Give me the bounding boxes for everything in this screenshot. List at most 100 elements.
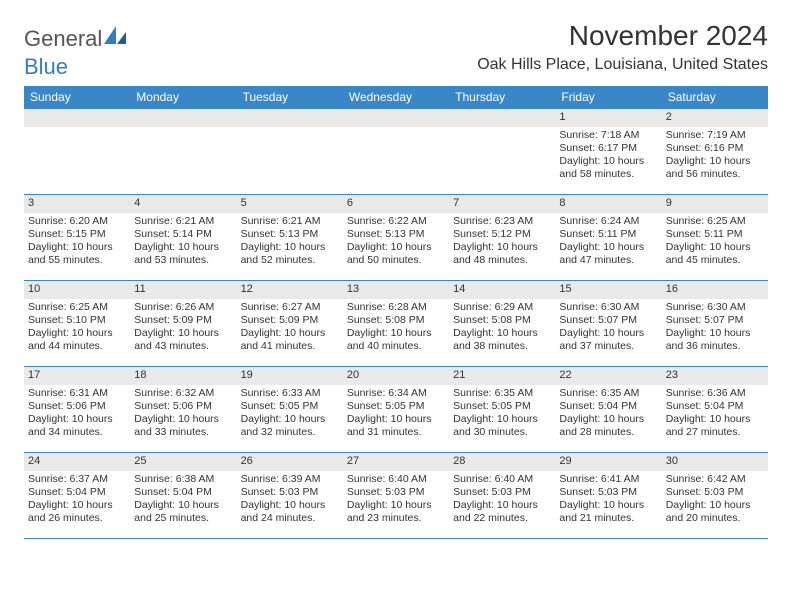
sunset-line: Sunset: 5:03 PM [453, 486, 551, 499]
calendar-cell: 24Sunrise: 6:37 AMSunset: 5:04 PMDayligh… [24, 453, 130, 539]
weekday-label: Monday [130, 86, 236, 109]
sunset-line: Sunset: 5:05 PM [347, 400, 445, 413]
sunrise-line: Sunrise: 7:19 AM [666, 129, 764, 142]
daylight-line: Daylight: 10 hours and 21 minutes. [559, 499, 657, 525]
sunset-line: Sunset: 5:08 PM [347, 314, 445, 327]
sunset-label: Sunset: [347, 400, 386, 412]
sunrise-value: 6:40 AM [388, 473, 427, 485]
daylight-label: Daylight: [241, 241, 285, 253]
sunset-value: 5:07 PM [598, 314, 637, 326]
daylight-label: Daylight: [28, 241, 72, 253]
daylight-label: Daylight: [666, 241, 710, 253]
daylight-line: Daylight: 10 hours and 58 minutes. [559, 155, 657, 181]
sunset-value: 5:04 PM [704, 400, 743, 412]
calendar-cell: 13Sunrise: 6:28 AMSunset: 5:08 PMDayligh… [343, 281, 449, 367]
sunset-line: Sunset: 5:14 PM [134, 228, 232, 241]
sunrise-line: Sunrise: 6:34 AM [347, 387, 445, 400]
day-number: 12 [237, 281, 343, 299]
sunset-value: 5:03 PM [598, 486, 637, 498]
sunrise-value: 6:39 AM [282, 473, 321, 485]
sunset-line: Sunset: 6:17 PM [559, 142, 657, 155]
daylight-line: Daylight: 10 hours and 48 minutes. [453, 241, 551, 267]
sunset-value: 5:09 PM [173, 314, 212, 326]
sunset-label: Sunset: [453, 400, 492, 412]
sunrise-line: Sunrise: 6:35 AM [453, 387, 551, 400]
day-number [449, 109, 555, 127]
day-details: Sunrise: 6:23 AMSunset: 5:12 PMDaylight:… [449, 213, 555, 268]
sunrise-line: Sunrise: 6:30 AM [559, 301, 657, 314]
sunrise-label: Sunrise: [347, 387, 388, 399]
day-number: 9 [662, 195, 768, 213]
sunset-label: Sunset: [347, 486, 386, 498]
sunset-label: Sunset: [453, 228, 492, 240]
daylight-label: Daylight: [559, 413, 603, 425]
sunset-line: Sunset: 5:05 PM [453, 400, 551, 413]
sunset-value: 5:06 PM [173, 400, 212, 412]
sunset-label: Sunset: [134, 314, 173, 326]
daylight-label: Daylight: [559, 241, 603, 253]
calendar-cell [130, 109, 236, 195]
day-details: Sunrise: 6:36 AMSunset: 5:04 PMDaylight:… [662, 385, 768, 440]
daylight-label: Daylight: [559, 499, 603, 511]
sunrise-line: Sunrise: 6:24 AM [559, 215, 657, 228]
day-details: Sunrise: 6:38 AMSunset: 5:04 PMDaylight:… [130, 471, 236, 526]
day-details: Sunrise: 6:28 AMSunset: 5:08 PMDaylight:… [343, 299, 449, 354]
day-details: Sunrise: 6:42 AMSunset: 5:03 PMDaylight:… [662, 471, 768, 526]
sunset-label: Sunset: [134, 228, 173, 240]
sunrise-line: Sunrise: 6:22 AM [347, 215, 445, 228]
calendar-cell: 23Sunrise: 6:36 AMSunset: 5:04 PMDayligh… [662, 367, 768, 453]
day-number: 18 [130, 367, 236, 385]
sunrise-line: Sunrise: 6:32 AM [134, 387, 232, 400]
brand-text: General Blue [24, 24, 128, 80]
sunset-value: 5:05 PM [279, 400, 318, 412]
brand-text-1: General [24, 26, 102, 51]
sunset-value: 5:08 PM [492, 314, 531, 326]
day-number: 19 [237, 367, 343, 385]
calendar-cell: 22Sunrise: 6:35 AMSunset: 5:04 PMDayligh… [555, 367, 661, 453]
calendar-cell: 15Sunrise: 6:30 AMSunset: 5:07 PMDayligh… [555, 281, 661, 367]
daylight-label: Daylight: [241, 413, 285, 425]
sunrise-value: 6:22 AM [388, 215, 427, 227]
sunset-label: Sunset: [559, 486, 598, 498]
title-block: November 2024 Oak Hills Place, Louisiana… [477, 18, 768, 75]
calendar-cell: 17Sunrise: 6:31 AMSunset: 5:06 PMDayligh… [24, 367, 130, 453]
sunrise-line: Sunrise: 6:31 AM [28, 387, 126, 400]
sunrise-line: Sunrise: 6:42 AM [666, 473, 764, 486]
sunrise-label: Sunrise: [453, 215, 494, 227]
daylight-label: Daylight: [134, 499, 178, 511]
day-number [343, 109, 449, 127]
sunset-line: Sunset: 5:03 PM [241, 486, 339, 499]
sunset-label: Sunset: [559, 400, 598, 412]
sunset-value: 5:04 PM [598, 400, 637, 412]
day-number: 15 [555, 281, 661, 299]
sunset-value: 6:17 PM [598, 142, 637, 154]
daylight-line: Daylight: 10 hours and 50 minutes. [347, 241, 445, 267]
sunset-line: Sunset: 5:09 PM [241, 314, 339, 327]
day-details: Sunrise: 6:25 AMSunset: 5:11 PMDaylight:… [662, 213, 768, 268]
day-number: 21 [449, 367, 555, 385]
daylight-line: Daylight: 10 hours and 45 minutes. [666, 241, 764, 267]
calendar-cell: 2Sunrise: 7:19 AMSunset: 6:16 PMDaylight… [662, 109, 768, 195]
daylight-line: Daylight: 10 hours and 38 minutes. [453, 327, 551, 353]
sunrise-label: Sunrise: [559, 387, 600, 399]
daylight-line: Daylight: 10 hours and 55 minutes. [28, 241, 126, 267]
sunrise-label: Sunrise: [241, 387, 282, 399]
day-details: Sunrise: 6:35 AMSunset: 5:04 PMDaylight:… [555, 385, 661, 440]
calendar-cell: 6Sunrise: 6:22 AMSunset: 5:13 PMDaylight… [343, 195, 449, 281]
day-details: Sunrise: 6:22 AMSunset: 5:13 PMDaylight:… [343, 213, 449, 268]
weekday-label: Saturday [662, 86, 768, 109]
sunrise-value: 6:41 AM [601, 473, 640, 485]
sunset-label: Sunset: [347, 314, 386, 326]
sunset-value: 5:10 PM [67, 314, 106, 326]
sunrise-label: Sunrise: [347, 301, 388, 313]
day-number: 30 [662, 453, 768, 471]
day-number: 2 [662, 109, 768, 127]
sunrise-value: 6:34 AM [388, 387, 427, 399]
day-number [24, 109, 130, 127]
sunrise-line: Sunrise: 7:18 AM [559, 129, 657, 142]
daylight-label: Daylight: [28, 327, 72, 339]
sunrise-value: 6:42 AM [707, 473, 746, 485]
sunrise-label: Sunrise: [241, 215, 282, 227]
day-details: Sunrise: 6:34 AMSunset: 5:05 PMDaylight:… [343, 385, 449, 440]
daylight-label: Daylight: [28, 413, 72, 425]
